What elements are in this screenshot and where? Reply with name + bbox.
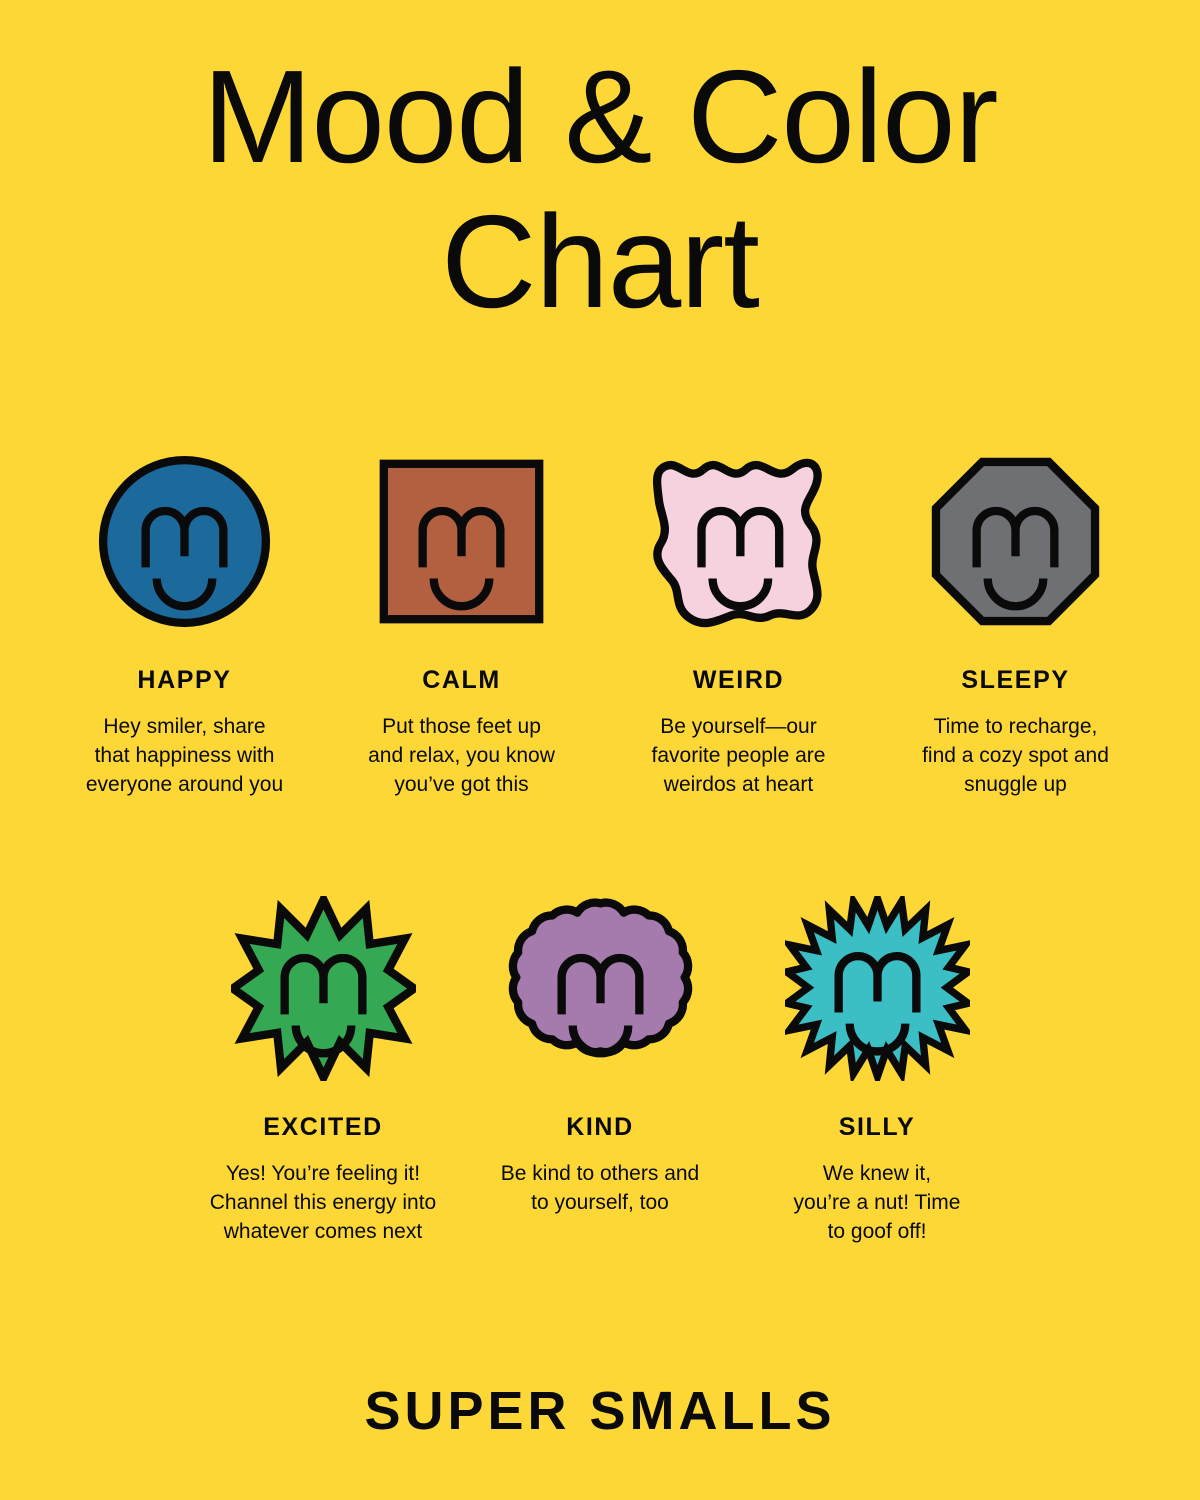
mood-card-weird: WEIRD Be yourself—our favorite people ar… [600,449,877,800]
mood-label-kind: KIND [566,1112,634,1141]
happy-circle-face-icon [92,449,277,634]
weird-wavy-blob-face-icon [646,449,831,634]
mood-description-sleepy: Time to recharge, find a cozy spot and s… [922,714,1109,796]
silly-spiky-sun-face-icon [784,895,970,1081]
mood-label-calm: CALM [422,665,501,694]
mood-description-weird: Be yourself—our favorite people are weir… [651,714,826,796]
mood-description-silly: We knew it, you’re a nut! Time to goof o… [793,1161,961,1243]
mood-card-happy: HAPPY Hey smiler, share that happiness w… [46,449,323,800]
mood-card-silly: SILLY We knew it, you’re a nut! Time to … [739,895,1016,1247]
mood-card-kind: KIND Be kind to others and to yourself, … [462,896,739,1218]
footer: SUPER SMALLS [0,1380,1200,1442]
mood-card-excited: EXCITED Yes! You’re feeling it! Channel … [185,895,462,1247]
mood-description-happy: Hey smiler, share that happiness with ev… [85,714,284,796]
mood-description-calm: Put those feet up and relax, you know yo… [368,714,555,796]
title-line-1: Mood & Color [202,43,998,190]
excited-star-burst-face-icon [230,895,416,1081]
mood-label-sleepy: SLEEPY [961,665,1070,694]
mood-row-1: HAPPY Hey smiler, share that happiness w… [0,449,1200,800]
mood-label-silly: SILLY [838,1112,916,1141]
title-line-2: Chart [441,188,760,336]
mood-row-2: EXCITED Yes! You’re feeling it! Channel … [0,895,1200,1247]
calm-square-face-icon [369,449,554,634]
mood-card-sleepy: SLEEPY Time to recharge, find a cozy spo… [877,449,1154,800]
mood-label-weird: WEIRD [692,665,785,694]
mood-label-happy: HAPPY [137,665,232,694]
page-title: Mood & Color Chart [0,0,1200,336]
mood-label-excited: EXCITED [263,1112,383,1141]
sleepy-octagon-face-icon [923,449,1108,634]
brand-logo-super-smalls: SUPER SMALLS [364,1381,836,1441]
kind-scalloped-flower-face-icon [508,896,693,1081]
mood-description-kind: Be kind to others and to yourself, too [500,1161,700,1214]
mood-card-calm: CALM Put those feet up and relax, you kn… [323,449,600,800]
mood-description-excited: Yes! You’re feeling it! Channel this ene… [209,1161,437,1243]
